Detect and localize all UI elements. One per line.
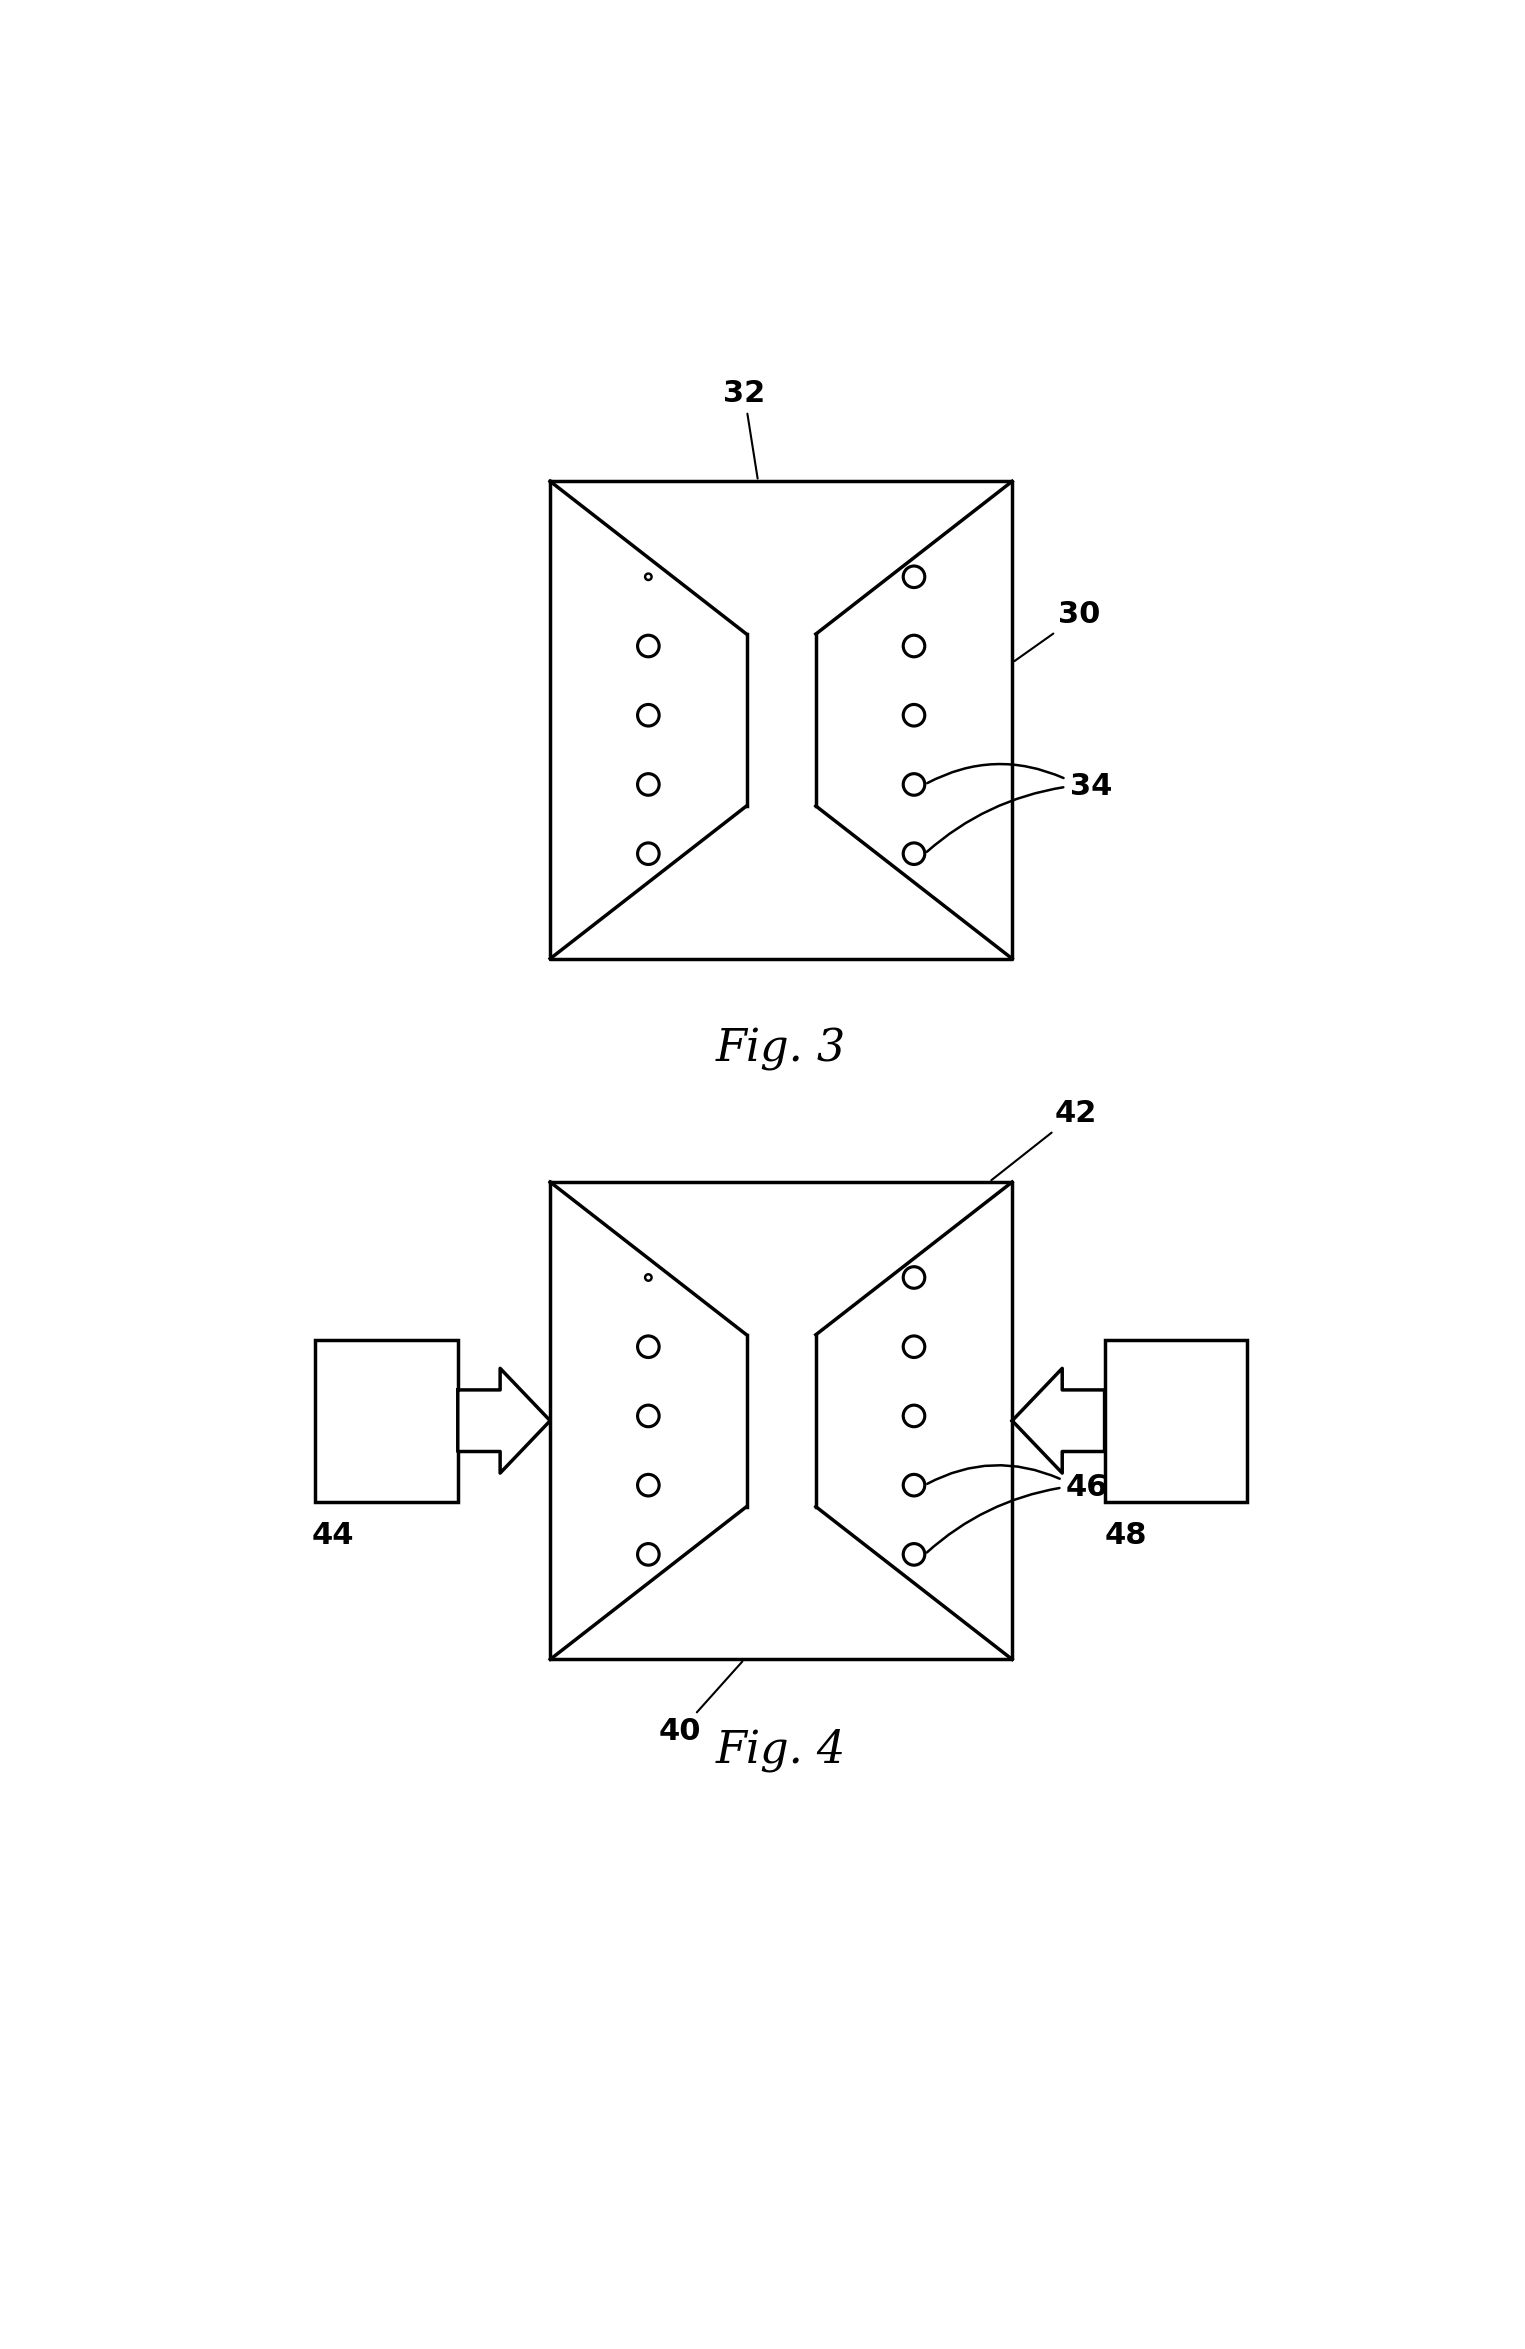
Text: 32: 32 xyxy=(723,378,766,479)
Bar xyxy=(316,1339,458,1501)
Text: 44: 44 xyxy=(311,1520,354,1550)
Polygon shape xyxy=(1013,1369,1104,1473)
Text: 34: 34 xyxy=(1071,773,1112,801)
Text: Fig. 3: Fig. 3 xyxy=(717,1029,846,1071)
Text: 40: 40 xyxy=(659,1661,743,1745)
Text: 42: 42 xyxy=(991,1099,1096,1179)
Text: 46: 46 xyxy=(1066,1473,1109,1501)
Text: Fig. 4: Fig. 4 xyxy=(717,1729,846,1771)
Text: 48: 48 xyxy=(1104,1520,1147,1550)
Bar xyxy=(1104,1339,1247,1501)
Text: 30: 30 xyxy=(1014,601,1101,660)
Polygon shape xyxy=(458,1369,551,1473)
